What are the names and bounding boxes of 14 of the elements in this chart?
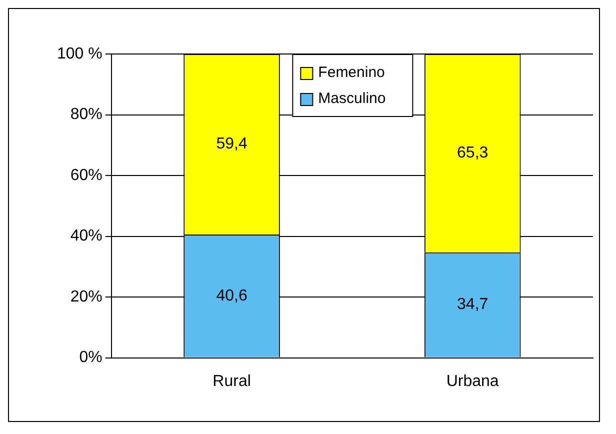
legend-label: Masculino: [318, 90, 386, 108]
y-tick-label: 40%: [70, 228, 102, 245]
y-tick-label: 60%: [70, 166, 102, 184]
data-label: 59,4: [216, 136, 248, 153]
y-tick-label: 100 %: [56, 45, 102, 62]
legend-label: Femenino: [318, 64, 385, 82]
x-tick-label: Urbana: [446, 372, 499, 390]
x-tick-label: Rural: [212, 372, 251, 390]
data-label: 65,3: [457, 144, 488, 162]
data-label: 34,7: [457, 296, 488, 314]
y-tick-label: 80%: [70, 106, 102, 124]
data-label: 40,6: [216, 287, 248, 304]
y-tick-label: 20%: [70, 288, 102, 306]
y-tick-label: 0%: [79, 349, 102, 366]
